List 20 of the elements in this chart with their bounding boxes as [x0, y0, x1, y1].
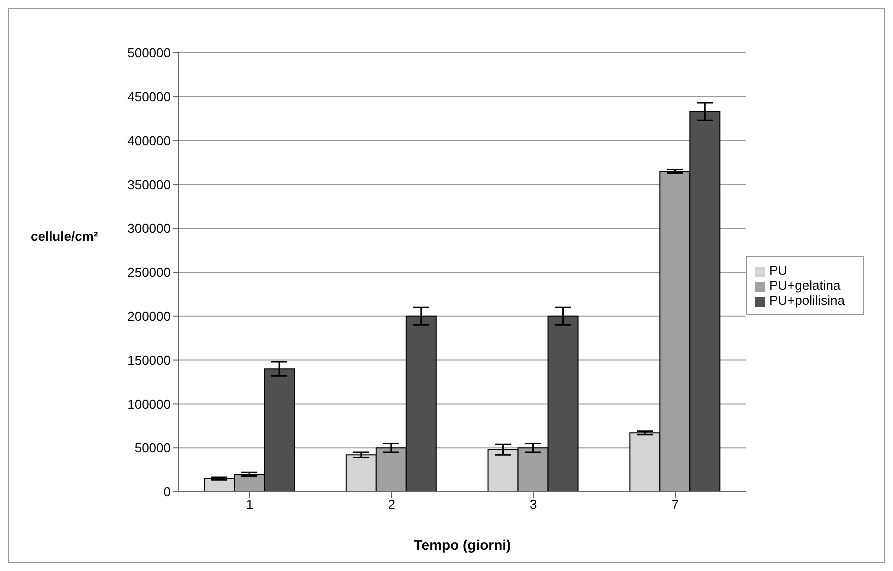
y-tick-label: 450000	[128, 90, 171, 105]
y-axis-title: cellule/cm²	[31, 229, 98, 244]
legend-label: PU	[769, 263, 788, 278]
y-tick-label: 200000	[128, 309, 171, 324]
x-tick-label: 2	[388, 497, 396, 512]
y-tick-label: 150000	[128, 352, 171, 368]
x-tick-label: 1	[246, 497, 254, 512]
legend-label: PU+polilisina	[769, 293, 845, 308]
y-tick-label: 350000	[128, 177, 171, 192]
y-tick-label: 300000	[128, 221, 171, 236]
legend-label: PU+gelatina	[769, 278, 841, 293]
y-tick-label: 0	[164, 484, 171, 500]
y-tick-label: 400000	[128, 133, 171, 148]
x-axis-title: Tempo (giorni)	[414, 537, 512, 553]
y-tick-label: 100000	[128, 396, 171, 412]
x-tick-label: 7	[672, 497, 680, 512]
y-tick-label: 250000	[128, 265, 171, 280]
x-tick-label: 3	[530, 497, 538, 512]
y-tick-label: 500000	[128, 46, 171, 61]
y-tick-label: 50000	[134, 440, 171, 456]
